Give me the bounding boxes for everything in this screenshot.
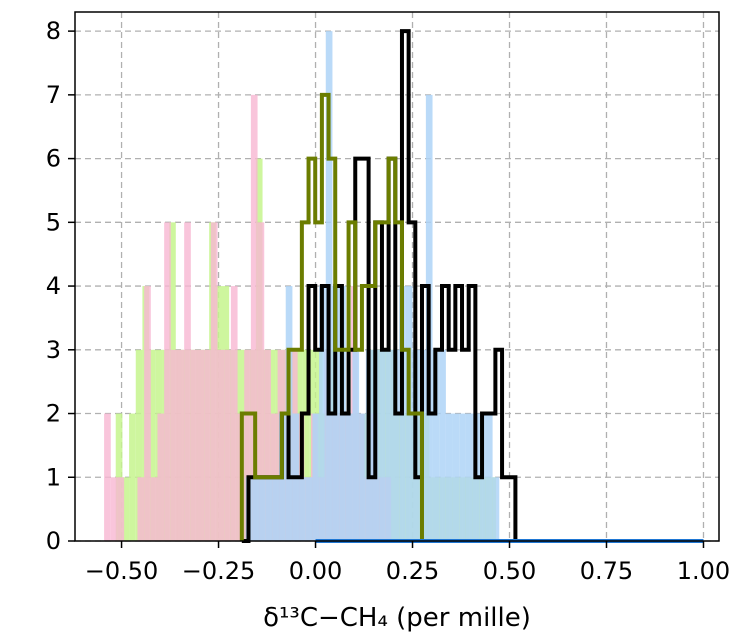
bar-series-0-bin-28 — [302, 349, 310, 541]
bar-series-1-bin-15 — [204, 349, 211, 541]
y-tick-label-3: 3 — [46, 336, 61, 364]
bar-series-1-bin-5 — [137, 477, 145, 541]
bar-series-1-bin-10 — [170, 349, 178, 541]
bar-series-2-bin-8 — [299, 477, 306, 541]
x-axis-label: δ¹³C−CH₄ (per mille) — [263, 603, 531, 633]
x-tick-label-0: −0.50 — [85, 557, 159, 585]
x-tick-label-3: 0.25 — [386, 557, 439, 585]
plot-frame — [74, 11, 720, 542]
y-tick-label-6: 6 — [46, 145, 61, 173]
bar-series-2-bin-28 — [432, 349, 440, 541]
bar-series-2-bin-16 — [352, 349, 360, 541]
bar-series-1-bin-17 — [217, 349, 225, 541]
bar-series-1-bin-12 — [184, 222, 191, 541]
bar-series-1-bin-0 — [104, 413, 111, 541]
bar-series-1-bin-24 — [264, 349, 271, 541]
bar-series-0-bin-1 — [122, 477, 130, 541]
x-tick-label-6: 1.00 — [677, 557, 730, 585]
bar-series-0-bin-2 — [129, 413, 136, 541]
bar-series-2-bin-20 — [379, 349, 386, 541]
y-tick-label-8: 8 — [46, 17, 61, 45]
bar-series-0-bin-5 — [149, 349, 156, 541]
bar-series-1-bin-13 — [190, 349, 198, 541]
bar-series-2-bin-4 — [272, 477, 280, 541]
bar-series-1-bin-1 — [110, 477, 118, 541]
axis-ticks: −0.50 −0.25 0.00 0.25 0.50 0.75 1.00 0 1 2 3 4 5 6 7 8 — [46, 17, 730, 585]
bar-series-2-bin-17 — [359, 413, 366, 541]
y-tick-label-7: 7 — [46, 81, 61, 109]
bar-series-1-bin-14 — [197, 349, 205, 541]
y-tick-label-4: 4 — [46, 272, 61, 300]
y-tick-label-5: 5 — [46, 208, 61, 236]
x-tick-label-2: 0.00 — [289, 557, 342, 585]
bar-series-2-bin-36 — [485, 413, 493, 541]
bar-series-1-bin-7 — [150, 477, 158, 541]
y-tick-label-0: 0 — [46, 527, 61, 555]
bar-series-1-bin-23 — [257, 222, 265, 541]
bar-series-2-bin-10 — [312, 413, 320, 541]
bar-series-2-bin-1 — [252, 477, 260, 541]
bar-series-1-bin-11 — [177, 349, 185, 541]
bar-series-2-bin-29 — [439, 349, 446, 541]
bar-series-1-bin-8 — [157, 413, 165, 541]
bar-series-1-bin-19 — [230, 286, 238, 541]
bar-series-2-bin-15 — [345, 413, 353, 541]
step-series-4 — [239, 92, 424, 541]
bar-series-2-bin-37 — [492, 477, 500, 541]
bar-series-2-bin-21 — [385, 349, 393, 541]
x-tick-label-4: 0.50 — [483, 557, 536, 585]
bar-series-2-bin-3 — [265, 477, 273, 541]
y-tick-label-1: 1 — [46, 463, 61, 491]
bar-series-1-bin-18 — [224, 349, 231, 541]
bar-series-2-bin-31 — [452, 413, 460, 541]
bar-series-0-bin-3 — [135, 349, 143, 541]
bar-series-2-bin-33 — [465, 413, 473, 541]
x-tick-label-1: −0.25 — [182, 557, 256, 585]
bar-series-2-bin-32 — [459, 413, 466, 541]
bar-series-2-bin-9 — [305, 477, 313, 541]
bar-series-2-bin-2 — [259, 477, 266, 541]
bar-series-1-bin-9 — [164, 222, 171, 541]
bar-series-2-bin-30 — [445, 413, 453, 541]
bar-series-1-bin-2 — [117, 477, 125, 541]
bar-series-2-bin-11 — [319, 286, 326, 541]
bar-series-1-bin-16 — [210, 222, 218, 541]
step-series-3 — [241, 29, 523, 543]
bar-series-1-bin-21 — [244, 349, 251, 541]
x-tick-label-5: 0.75 — [580, 557, 633, 585]
y-tick-label-2: 2 — [46, 400, 61, 428]
bar-series-1-bin-22 — [250, 94, 258, 542]
bar-series-1-bin-6 — [144, 286, 151, 541]
bar-series-2-bin-22 — [392, 349, 400, 541]
